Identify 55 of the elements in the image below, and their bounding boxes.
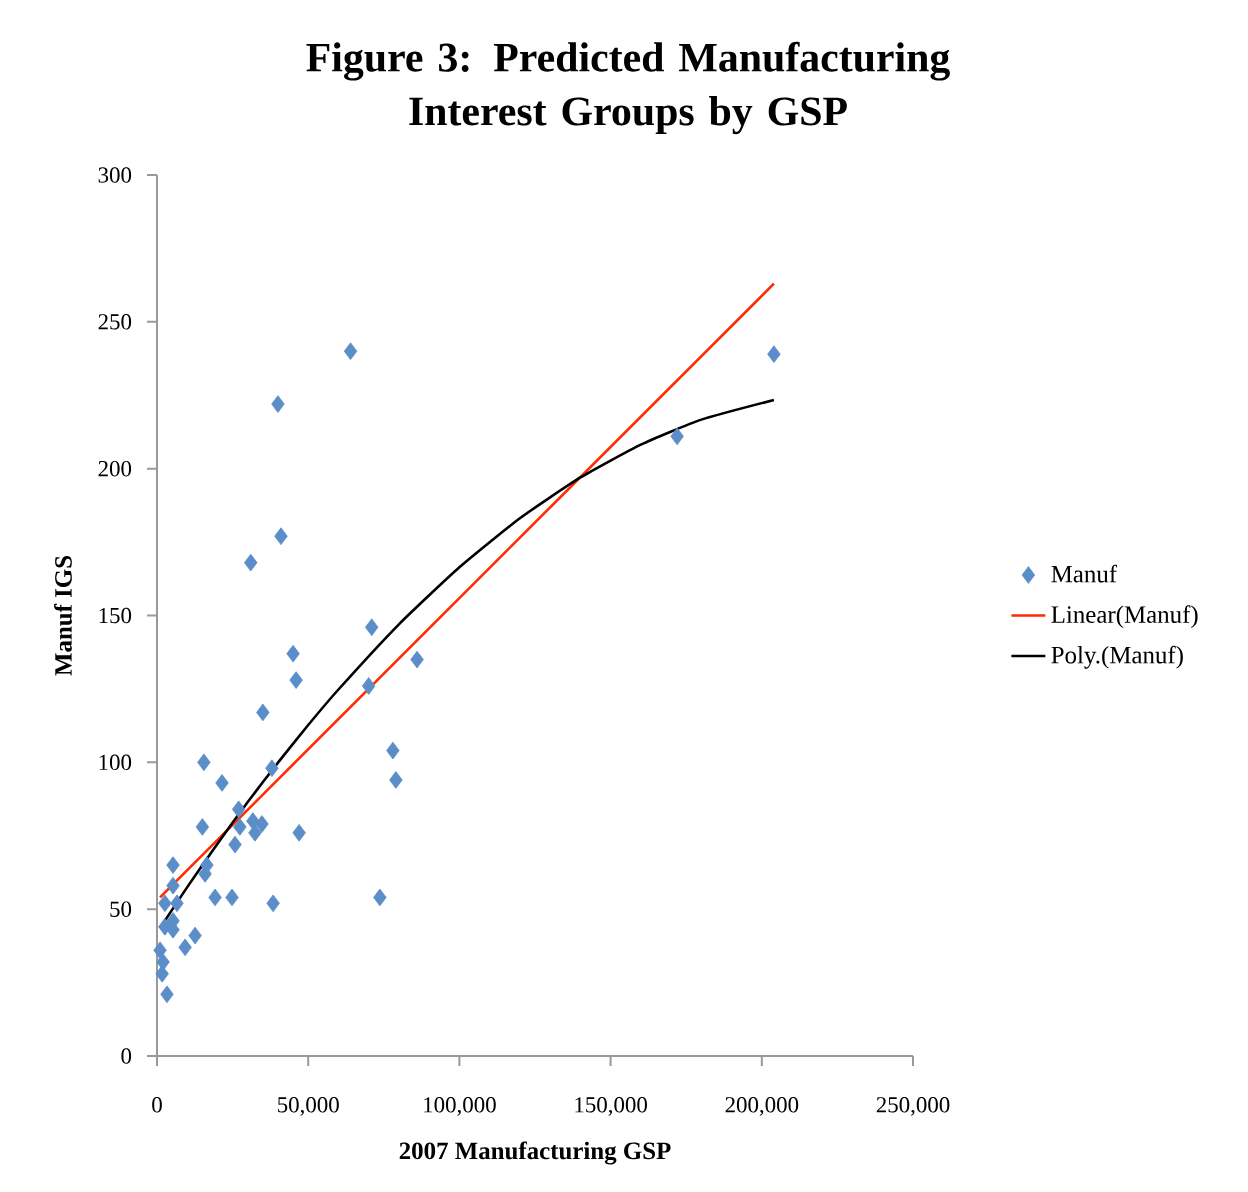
y-tick-label: 300 — [98, 167, 132, 183]
legend-label: Manuf — [1051, 564, 1118, 583]
point — [265, 759, 279, 777]
point — [215, 774, 229, 792]
point — [292, 824, 306, 842]
point — [233, 818, 247, 836]
point — [256, 703, 270, 722]
y-tick-label: 0 — [121, 1048, 132, 1064]
point — [389, 771, 403, 789]
chart-title: Figure 3: Predicted Manufacturing Interest Groups by GSP — [306, 41, 950, 135]
x-axis-title: 2007 Manufacturing GSP — [399, 1141, 671, 1165]
point — [158, 894, 172, 913]
x-tick-label: 150,000 — [575, 1097, 647, 1116]
y-tick-label: 200 — [98, 460, 132, 477]
x-tick-label: 250,000 — [876, 1097, 950, 1116]
point — [286, 644, 300, 663]
point — [208, 888, 222, 907]
y-tick-label: 100 — [99, 754, 132, 771]
x-tick-label: 0 — [152, 1097, 162, 1113]
point — [231, 800, 246, 819]
point — [228, 835, 242, 854]
point — [244, 553, 258, 572]
x-tick-label: 50,000 — [278, 1097, 339, 1116]
point — [170, 894, 184, 913]
point — [289, 671, 303, 689]
point — [153, 941, 167, 960]
point — [365, 618, 379, 637]
point — [166, 876, 180, 895]
point — [195, 818, 210, 836]
y-axis-title: Manuf IGS — [54, 556, 72, 676]
point — [767, 345, 781, 363]
legend-label: Linear(Manuf) — [1051, 605, 1198, 629]
point — [410, 650, 424, 669]
point — [266, 894, 280, 913]
point — [343, 342, 358, 360]
point — [166, 856, 180, 874]
y-tick-label: 150 — [99, 607, 132, 624]
point — [255, 815, 269, 833]
legend-label: Poly.(Manuf) — [1051, 645, 1183, 669]
point — [225, 888, 239, 907]
point — [373, 888, 387, 907]
point — [271, 395, 285, 413]
point — [386, 741, 400, 760]
y-tick-label: 250 — [98, 314, 132, 330]
y-tick-label: 50 — [110, 901, 132, 917]
point — [178, 938, 192, 957]
point — [670, 427, 684, 446]
point — [188, 926, 202, 945]
point — [361, 677, 376, 695]
point — [160, 985, 174, 1004]
point — [197, 753, 211, 772]
x-tick-label: 200,000 — [725, 1097, 799, 1116]
point — [248, 824, 262, 842]
x-tick-label: 100,000 — [424, 1097, 496, 1116]
point — [274, 527, 288, 546]
